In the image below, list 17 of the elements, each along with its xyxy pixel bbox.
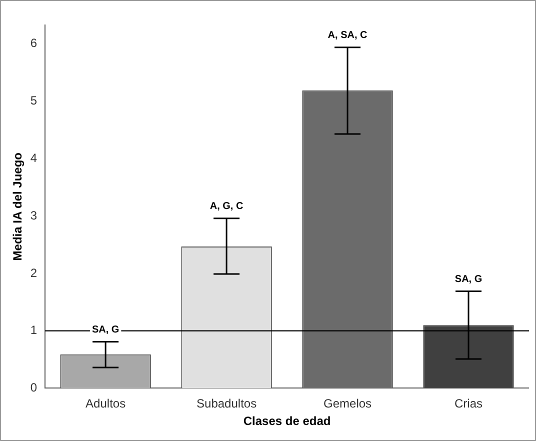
y-tick-label: 0 (30, 380, 38, 395)
x-tick-label: Adultos (86, 396, 126, 411)
y-tick-label: 3 (30, 208, 38, 222)
annotation: A, SA, C (328, 30, 368, 42)
x-tick-label: Gemelos (324, 396, 372, 411)
y-axis-title: Media IA del Juego (10, 152, 25, 261)
y-tick-label: 5 (30, 94, 38, 108)
annotation: SA, G (454, 274, 482, 285)
y-tick-label: 1 (30, 323, 38, 338)
x-axis-title: Clases de edad (243, 414, 331, 428)
annotation: SA, G (92, 324, 120, 336)
annotation: A, G, C (210, 201, 244, 212)
y-tick-label: 6 (30, 36, 38, 50)
y-tick-label: 4 (30, 151, 38, 165)
x-tick-label: Crias (454, 396, 483, 411)
x-tick-label: Subadultos (196, 396, 257, 411)
y-tick-label: 2 (30, 266, 38, 280)
